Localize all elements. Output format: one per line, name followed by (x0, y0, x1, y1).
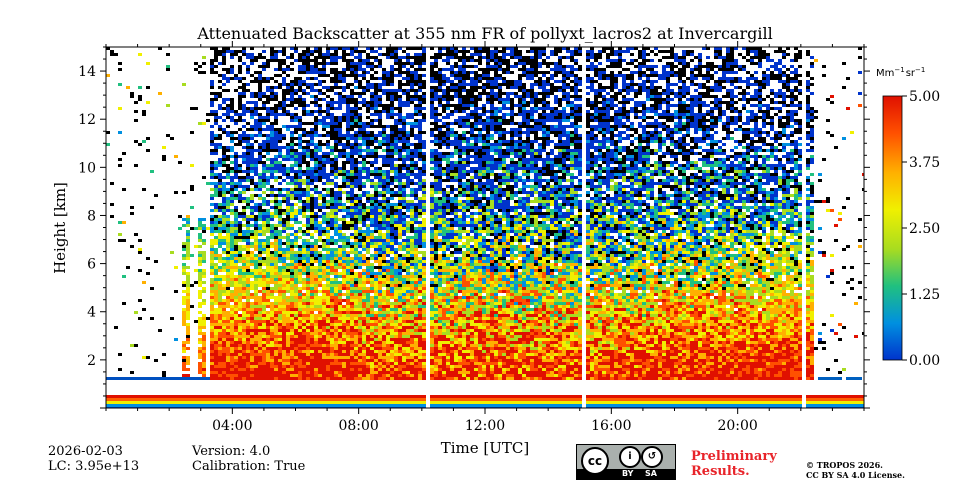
preliminary-line-1: Preliminary (691, 449, 777, 464)
license-line-2: CC BY SA 4.0 License. (806, 470, 905, 480)
x-tick-label: 04:00 (212, 418, 252, 434)
meta-lc: LC: 3.95e+13 (48, 459, 140, 474)
colorbar-tick-label: 5.00 (909, 89, 940, 105)
y-axis-label: Height [km] (51, 182, 69, 274)
x-axis: 04:00 08:00 12:00 16:00 20:00 (105, 41, 865, 434)
x-tick-label: 16:00 (591, 418, 631, 434)
colorbar-tick-label: 3.75 (909, 155, 940, 171)
y-tick-label: 2 (87, 353, 96, 369)
meta-left: 2026-02-03 LC: 3.95e+13 (48, 444, 139, 474)
colorbar-tick-label: 1.25 (909, 287, 940, 303)
preliminary-notice: Preliminary Results. (691, 449, 801, 479)
colorbar-tick-label: 2.50 (909, 221, 940, 237)
x-axis-label: Time [UTC] (441, 439, 530, 457)
cc-sa-label: SA (645, 469, 657, 478)
y-tick-label: 6 (87, 257, 96, 273)
x-tick-label: 20:00 (717, 418, 757, 434)
y-tick-label: 4 (87, 305, 96, 321)
y-axis: 2 4 6 8 10 12 14 (78, 46, 870, 409)
y-tick-label: 8 (87, 208, 96, 224)
cc-sa-icon: ↺ (641, 446, 663, 468)
cc-by-label: BY (622, 469, 634, 478)
colorbar-tick-label: 0.00 (909, 353, 940, 369)
y-tick-label: 10 (78, 160, 96, 176)
backscatter-heatmap (106, 47, 864, 408)
x-tick-label: 12:00 (465, 418, 505, 434)
meta-right: Version: 4.0 Calibration: True (192, 444, 305, 474)
cc-by-icon: i (619, 446, 641, 468)
meta-version: Version: 4.0 (192, 444, 271, 459)
y-tick-label: 12 (78, 112, 96, 128)
y-tick-label: 14 (78, 64, 96, 80)
preliminary-line-2: Results. (691, 464, 750, 479)
colorbar-unit: Mm−1sr−1 (876, 66, 925, 79)
chart-title: Attenuated Backscatter at 355 nm FR of p… (197, 24, 773, 43)
meta-calibration: Calibration: True (192, 459, 306, 474)
meta-date: 2026-02-03 (48, 444, 123, 459)
colorbar (882, 95, 903, 361)
cc-badge-bar (577, 469, 675, 479)
license-line-1: © TROPOS 2026. (806, 460, 883, 470)
license-text: © TROPOS 2026. CC BY SA 4.0 License. (806, 460, 905, 480)
x-tick-label: 08:00 (338, 418, 378, 434)
colorbar-axis: 0.00 1.25 2.50 3.75 5.00 (902, 89, 940, 369)
cc-logo-icon: cc (581, 447, 609, 475)
cc-license-badge: cc i ↺ BY SA (576, 444, 676, 480)
